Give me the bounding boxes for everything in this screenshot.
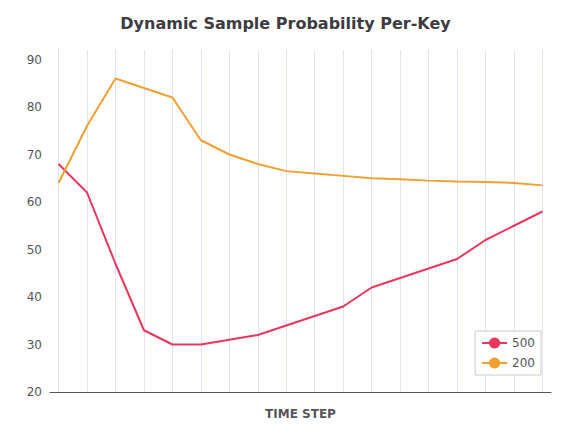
svg-text:40: 40 <box>27 290 42 304</box>
svg-text:60: 60 <box>27 195 42 209</box>
svg-text:TIME STEP: TIME STEP <box>265 407 336 421</box>
svg-text:80: 80 <box>27 100 42 114</box>
svg-text:90: 90 <box>27 53 42 67</box>
svg-text:Dynamic Sample Probability Per: Dynamic Sample Probability Per-Key <box>120 14 451 33</box>
svg-text:30: 30 <box>27 338 42 352</box>
svg-text:500: 500 <box>512 336 535 350</box>
svg-text:20: 20 <box>27 385 42 399</box>
svg-text:70: 70 <box>27 148 42 162</box>
svg-text:200: 200 <box>512 356 535 370</box>
svg-text:50: 50 <box>27 243 42 257</box>
